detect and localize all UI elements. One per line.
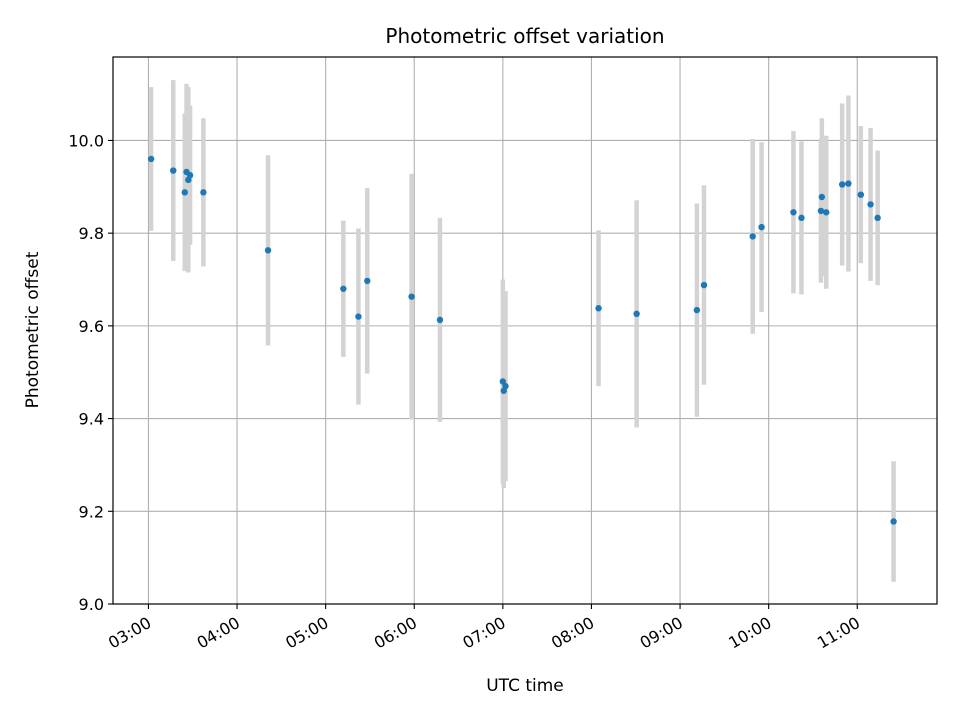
data-point bbox=[340, 285, 347, 292]
data-point bbox=[838, 181, 846, 188]
data-point bbox=[818, 193, 826, 201]
data-point bbox=[502, 382, 509, 390]
data-point bbox=[408, 293, 415, 300]
data-point bbox=[700, 281, 708, 289]
y-tick-label: 10.0 bbox=[68, 131, 104, 150]
data-point bbox=[798, 214, 805, 222]
y-tick-label: 9.4 bbox=[79, 410, 104, 429]
data-point bbox=[264, 247, 272, 254]
data-point bbox=[147, 155, 155, 163]
data-points bbox=[147, 155, 897, 525]
data-point bbox=[874, 214, 881, 222]
y-tick-label: 9.2 bbox=[79, 502, 104, 521]
y-tick-label: 9.6 bbox=[79, 317, 104, 336]
data-point bbox=[364, 277, 371, 285]
data-point bbox=[186, 172, 194, 179]
y-tick-label: 9.8 bbox=[79, 224, 104, 243]
data-point bbox=[200, 189, 207, 196]
chart-title: Photometric offset variation bbox=[385, 24, 664, 48]
data-point bbox=[436, 316, 444, 324]
data-point bbox=[758, 223, 765, 231]
x-axis-label: UTC time bbox=[486, 676, 564, 696]
data-point bbox=[817, 207, 825, 215]
data-point bbox=[857, 191, 865, 198]
plot-frame bbox=[112, 56, 938, 605]
data-point bbox=[693, 306, 701, 314]
data-point bbox=[823, 209, 830, 216]
data-point bbox=[633, 310, 640, 318]
data-point bbox=[845, 180, 852, 187]
data-point bbox=[867, 201, 874, 208]
y-tick-label: 9.0 bbox=[79, 595, 104, 614]
data-point bbox=[595, 305, 602, 312]
data-point bbox=[181, 189, 188, 196]
data-point bbox=[790, 209, 797, 216]
data-point bbox=[749, 233, 756, 240]
data-point bbox=[499, 378, 507, 385]
data-point bbox=[355, 313, 362, 320]
y-axis-label: Photometric offset bbox=[23, 251, 43, 408]
data-point bbox=[170, 167, 177, 174]
data-point bbox=[890, 518, 897, 525]
